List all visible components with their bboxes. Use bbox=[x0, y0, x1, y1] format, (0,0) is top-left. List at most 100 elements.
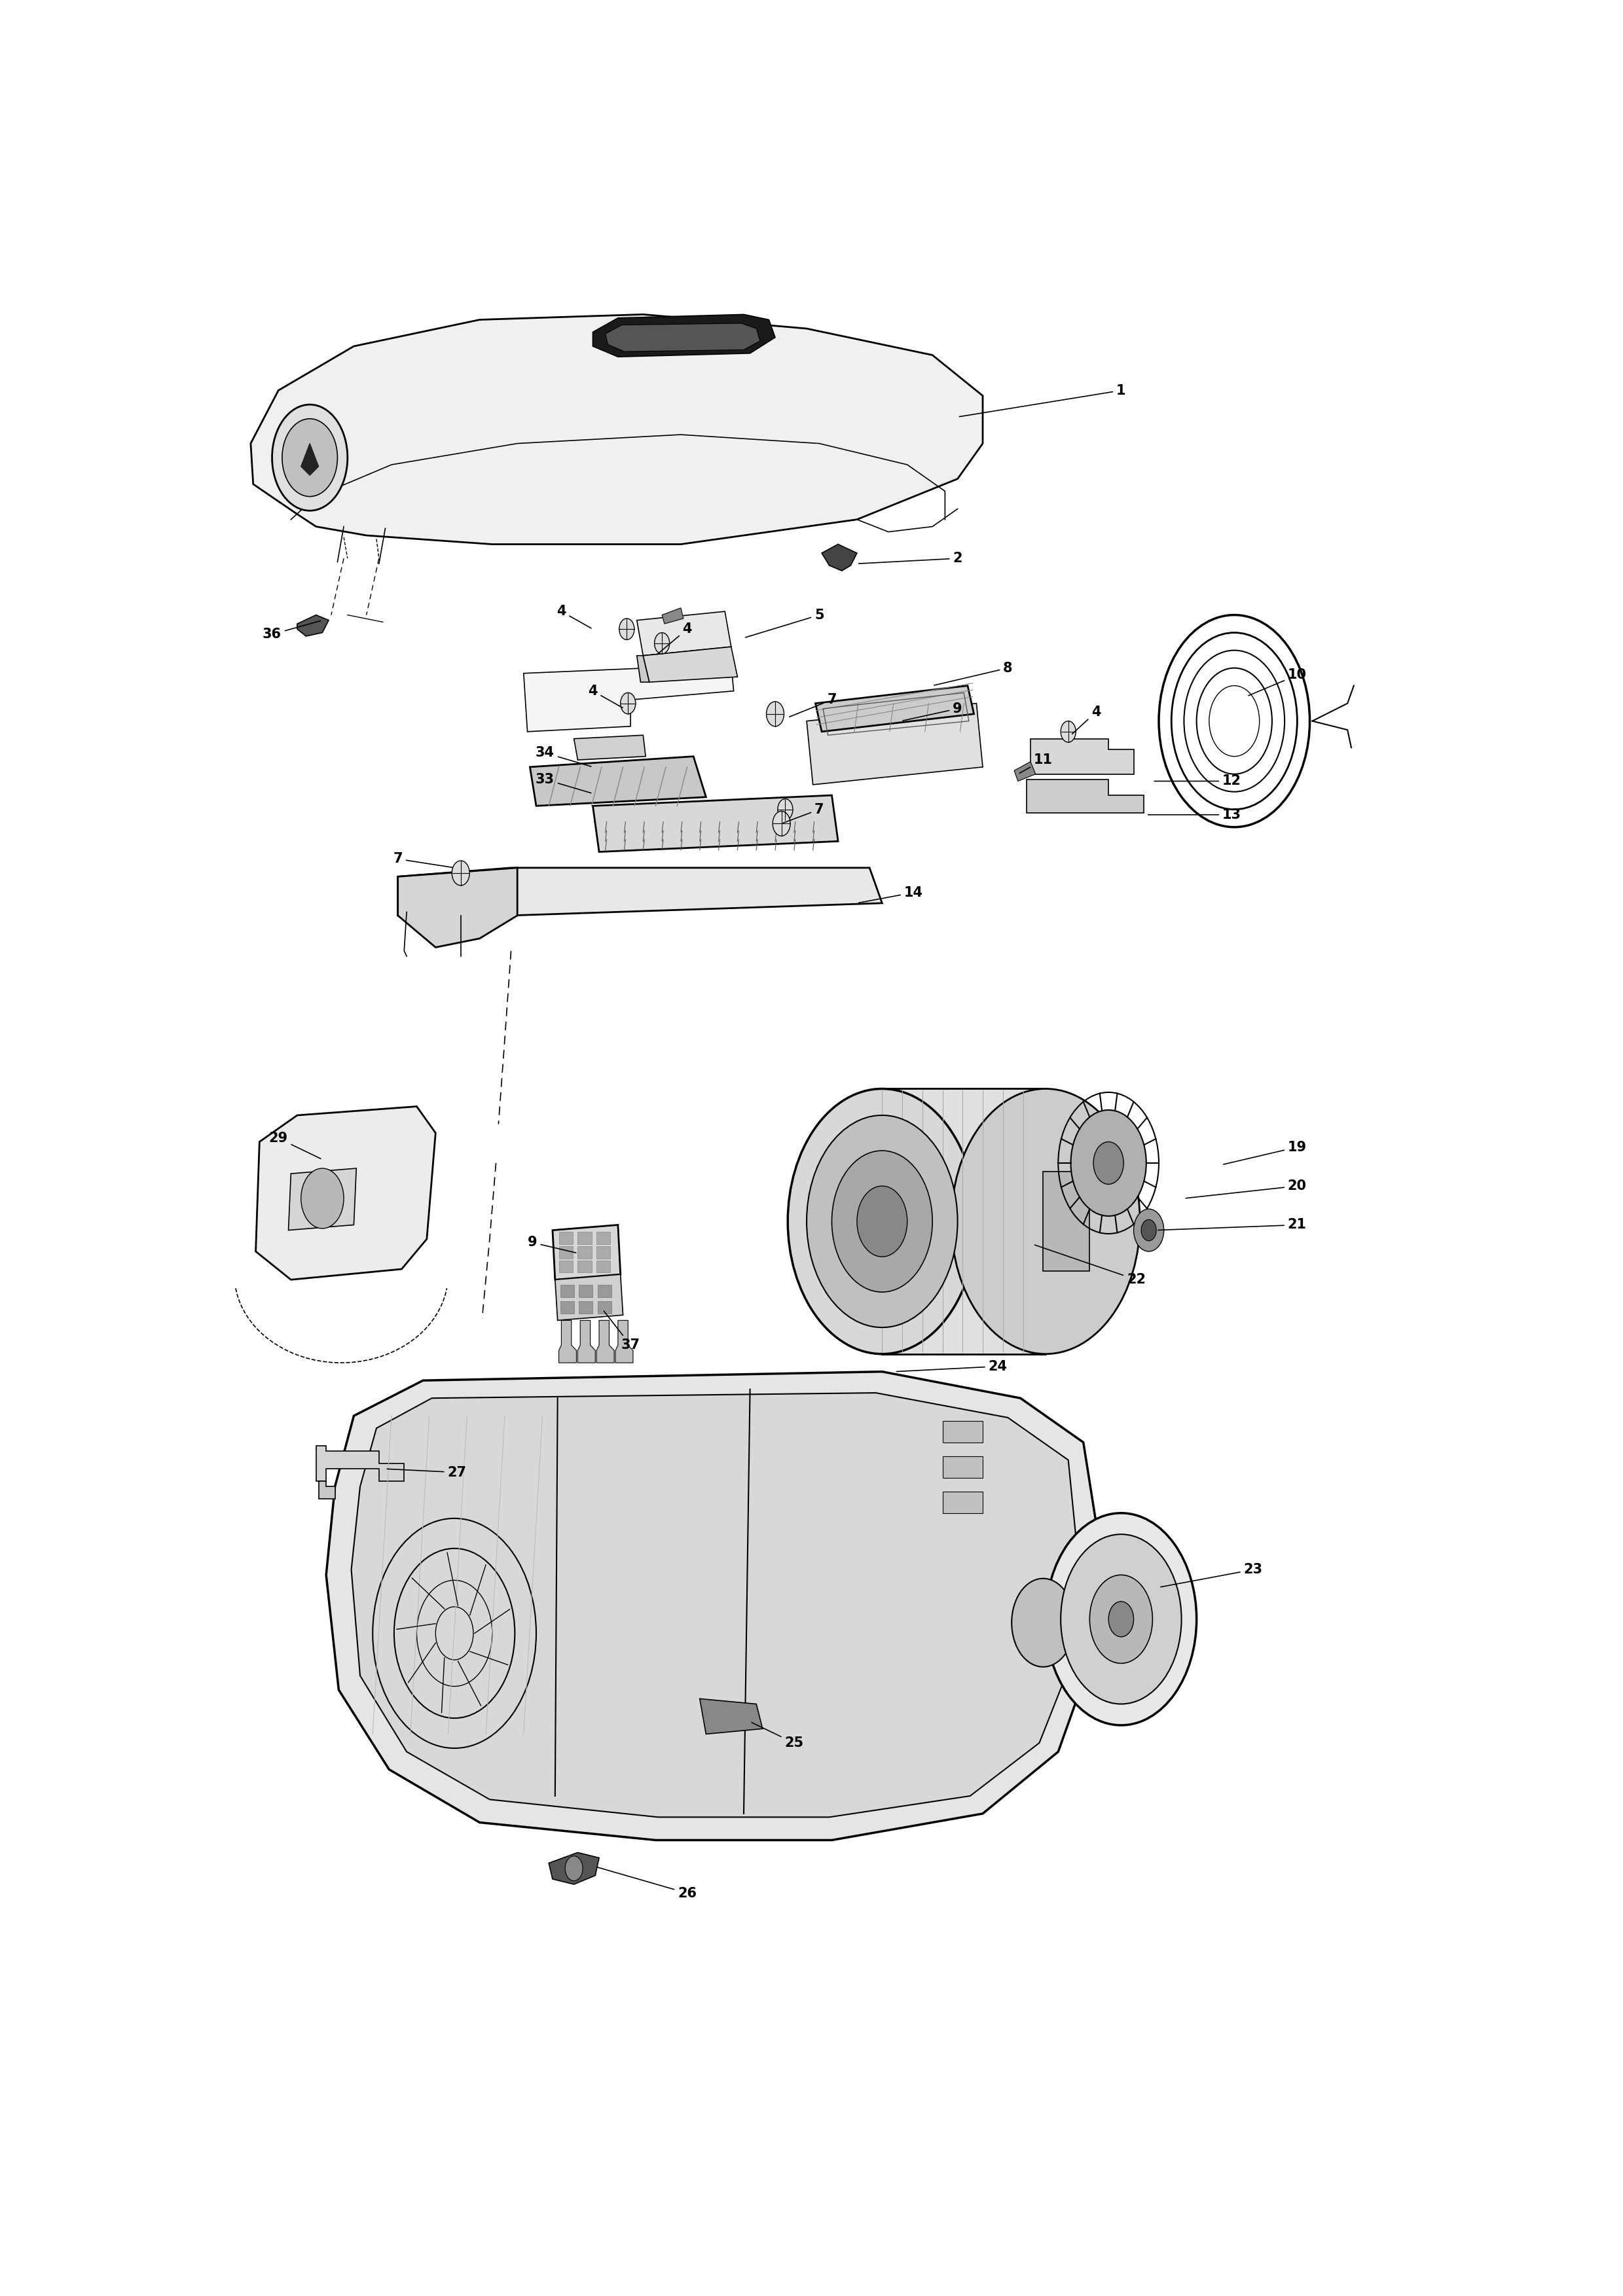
Text: 7: 7 bbox=[784, 804, 824, 822]
Polygon shape bbox=[662, 608, 683, 625]
Polygon shape bbox=[256, 1107, 435, 1279]
Polygon shape bbox=[807, 703, 982, 785]
Text: 25: 25 bbox=[751, 1722, 803, 1750]
Polygon shape bbox=[592, 315, 776, 356]
Circle shape bbox=[833, 1150, 932, 1293]
Circle shape bbox=[1071, 1109, 1146, 1217]
Circle shape bbox=[565, 1855, 583, 1880]
Circle shape bbox=[620, 693, 636, 714]
Text: 21: 21 bbox=[1159, 1219, 1307, 1231]
Polygon shape bbox=[524, 664, 734, 732]
Polygon shape bbox=[297, 615, 328, 636]
Circle shape bbox=[451, 861, 469, 886]
Polygon shape bbox=[578, 1233, 591, 1244]
Circle shape bbox=[787, 1088, 977, 1355]
Polygon shape bbox=[558, 1233, 573, 1244]
Text: 23: 23 bbox=[1160, 1564, 1263, 1587]
Polygon shape bbox=[578, 1247, 591, 1258]
Polygon shape bbox=[351, 1394, 1078, 1816]
Polygon shape bbox=[597, 1261, 610, 1272]
Text: 27: 27 bbox=[386, 1465, 466, 1479]
Text: 9: 9 bbox=[527, 1235, 576, 1254]
Polygon shape bbox=[289, 1169, 357, 1231]
Text: 26: 26 bbox=[597, 1867, 696, 1899]
Polygon shape bbox=[943, 1456, 982, 1479]
Text: 10: 10 bbox=[1248, 668, 1307, 696]
Polygon shape bbox=[597, 1247, 610, 1258]
Polygon shape bbox=[597, 1233, 610, 1244]
Text: 12: 12 bbox=[1154, 774, 1242, 788]
Polygon shape bbox=[578, 1261, 591, 1272]
Circle shape bbox=[1141, 1219, 1156, 1240]
Polygon shape bbox=[579, 1286, 592, 1297]
Circle shape bbox=[273, 404, 347, 510]
Polygon shape bbox=[555, 1274, 623, 1320]
Circle shape bbox=[282, 418, 338, 496]
Text: 1: 1 bbox=[959, 383, 1126, 416]
Polygon shape bbox=[883, 1088, 1045, 1355]
Polygon shape bbox=[597, 1320, 613, 1364]
Polygon shape bbox=[636, 611, 730, 657]
Text: 11: 11 bbox=[1019, 753, 1053, 774]
Text: 37: 37 bbox=[604, 1311, 639, 1352]
Polygon shape bbox=[943, 1492, 982, 1513]
Text: 4: 4 bbox=[1073, 705, 1100, 735]
Circle shape bbox=[1061, 721, 1076, 742]
Polygon shape bbox=[558, 1247, 573, 1258]
Text: 20: 20 bbox=[1186, 1180, 1307, 1199]
Polygon shape bbox=[318, 1481, 334, 1499]
Text: 14: 14 bbox=[859, 886, 923, 902]
Circle shape bbox=[1045, 1513, 1196, 1724]
Polygon shape bbox=[597, 1286, 612, 1297]
Polygon shape bbox=[549, 1853, 599, 1885]
Circle shape bbox=[654, 634, 670, 654]
Polygon shape bbox=[597, 1302, 612, 1313]
Text: 7: 7 bbox=[393, 852, 453, 868]
Polygon shape bbox=[300, 443, 318, 475]
Polygon shape bbox=[579, 1302, 592, 1313]
Polygon shape bbox=[821, 544, 857, 572]
Text: 24: 24 bbox=[896, 1359, 1008, 1373]
Text: 22: 22 bbox=[1035, 1244, 1146, 1286]
Circle shape bbox=[1089, 1575, 1152, 1662]
Text: 4: 4 bbox=[557, 604, 591, 629]
Polygon shape bbox=[529, 755, 706, 806]
Polygon shape bbox=[560, 1302, 575, 1313]
Circle shape bbox=[300, 1169, 344, 1228]
Polygon shape bbox=[316, 1446, 404, 1481]
Circle shape bbox=[807, 1116, 958, 1327]
Text: 29: 29 bbox=[269, 1132, 321, 1159]
Polygon shape bbox=[700, 1699, 763, 1733]
Polygon shape bbox=[643, 647, 737, 682]
Text: 7: 7 bbox=[789, 693, 836, 716]
Polygon shape bbox=[558, 1320, 576, 1364]
Circle shape bbox=[620, 618, 635, 641]
Text: 9: 9 bbox=[902, 703, 962, 721]
Circle shape bbox=[951, 1088, 1139, 1355]
Polygon shape bbox=[1044, 1171, 1089, 1272]
Polygon shape bbox=[558, 1261, 573, 1272]
Text: 13: 13 bbox=[1147, 808, 1242, 822]
Text: 8: 8 bbox=[935, 661, 1013, 684]
Polygon shape bbox=[636, 657, 649, 682]
Text: 36: 36 bbox=[263, 620, 321, 641]
Circle shape bbox=[1011, 1577, 1074, 1667]
Text: 2: 2 bbox=[859, 551, 962, 565]
Polygon shape bbox=[1014, 762, 1035, 781]
Polygon shape bbox=[398, 868, 518, 948]
Circle shape bbox=[1109, 1603, 1133, 1637]
Polygon shape bbox=[575, 735, 646, 760]
Circle shape bbox=[1061, 1534, 1182, 1704]
Polygon shape bbox=[1031, 739, 1133, 774]
Polygon shape bbox=[815, 687, 974, 732]
Circle shape bbox=[1133, 1210, 1164, 1251]
Text: 4: 4 bbox=[588, 684, 623, 707]
Polygon shape bbox=[1027, 778, 1144, 813]
Polygon shape bbox=[592, 794, 837, 852]
Polygon shape bbox=[552, 1224, 620, 1279]
Polygon shape bbox=[398, 868, 883, 916]
Text: 33: 33 bbox=[536, 774, 591, 792]
Polygon shape bbox=[250, 315, 982, 544]
Circle shape bbox=[766, 703, 784, 726]
Polygon shape bbox=[560, 1286, 575, 1297]
